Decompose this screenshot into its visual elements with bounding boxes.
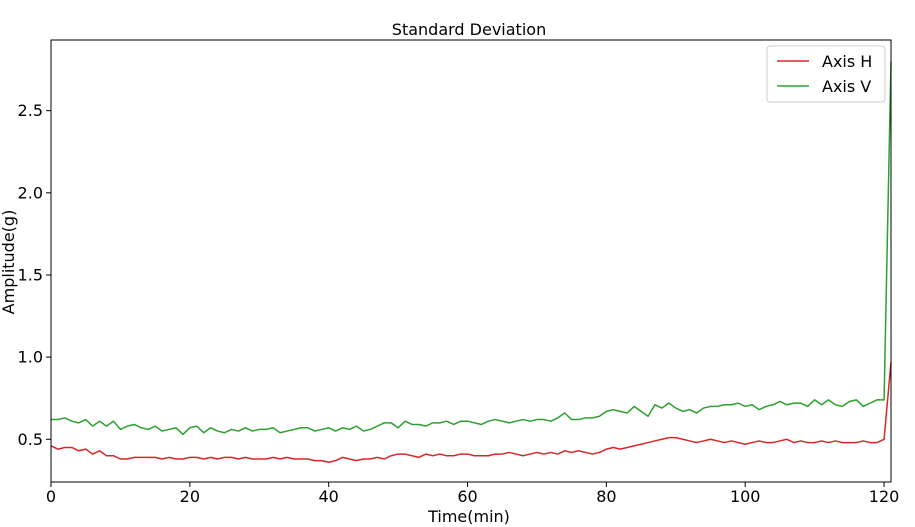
y-tick-label: 1.5: [18, 265, 43, 284]
y-axis-label: Amplitude(g): [0, 210, 18, 315]
x-tick-label: 100: [730, 487, 761, 506]
x-tick-label: 0: [46, 487, 56, 506]
chart-title: Standard Deviation: [392, 20, 546, 39]
x-axis: 0 20 40 60 80 100 120: [46, 482, 899, 506]
x-axis-label: Time(min): [427, 507, 510, 526]
y-tick-label: 0.5: [18, 430, 43, 449]
legend-box: [766, 45, 886, 103]
legend-label: Axis V: [822, 77, 871, 96]
legend-label: Axis H: [822, 52, 872, 71]
series-line-axis-v: [51, 61, 892, 436]
x-tick-label: 40: [319, 487, 339, 506]
x-tick-label: 60: [457, 487, 477, 506]
series-layer: [50, 61, 892, 464]
y-tick-label: 2.5: [18, 101, 43, 120]
plot-frame: [50, 39, 892, 483]
y-axis: 0.5 1.0 1.5 2.0 2.5: [18, 101, 51, 449]
series-line-axis-h: [50, 361, 892, 464]
legend: Axis H Axis V: [766, 45, 886, 103]
x-tick-label: 80: [596, 487, 616, 506]
x-tick-label: 120: [869, 487, 900, 506]
y-tick-label: 2.0: [18, 183, 43, 202]
x-tick-label: 20: [180, 487, 200, 506]
y-tick-label: 1.0: [18, 348, 43, 367]
